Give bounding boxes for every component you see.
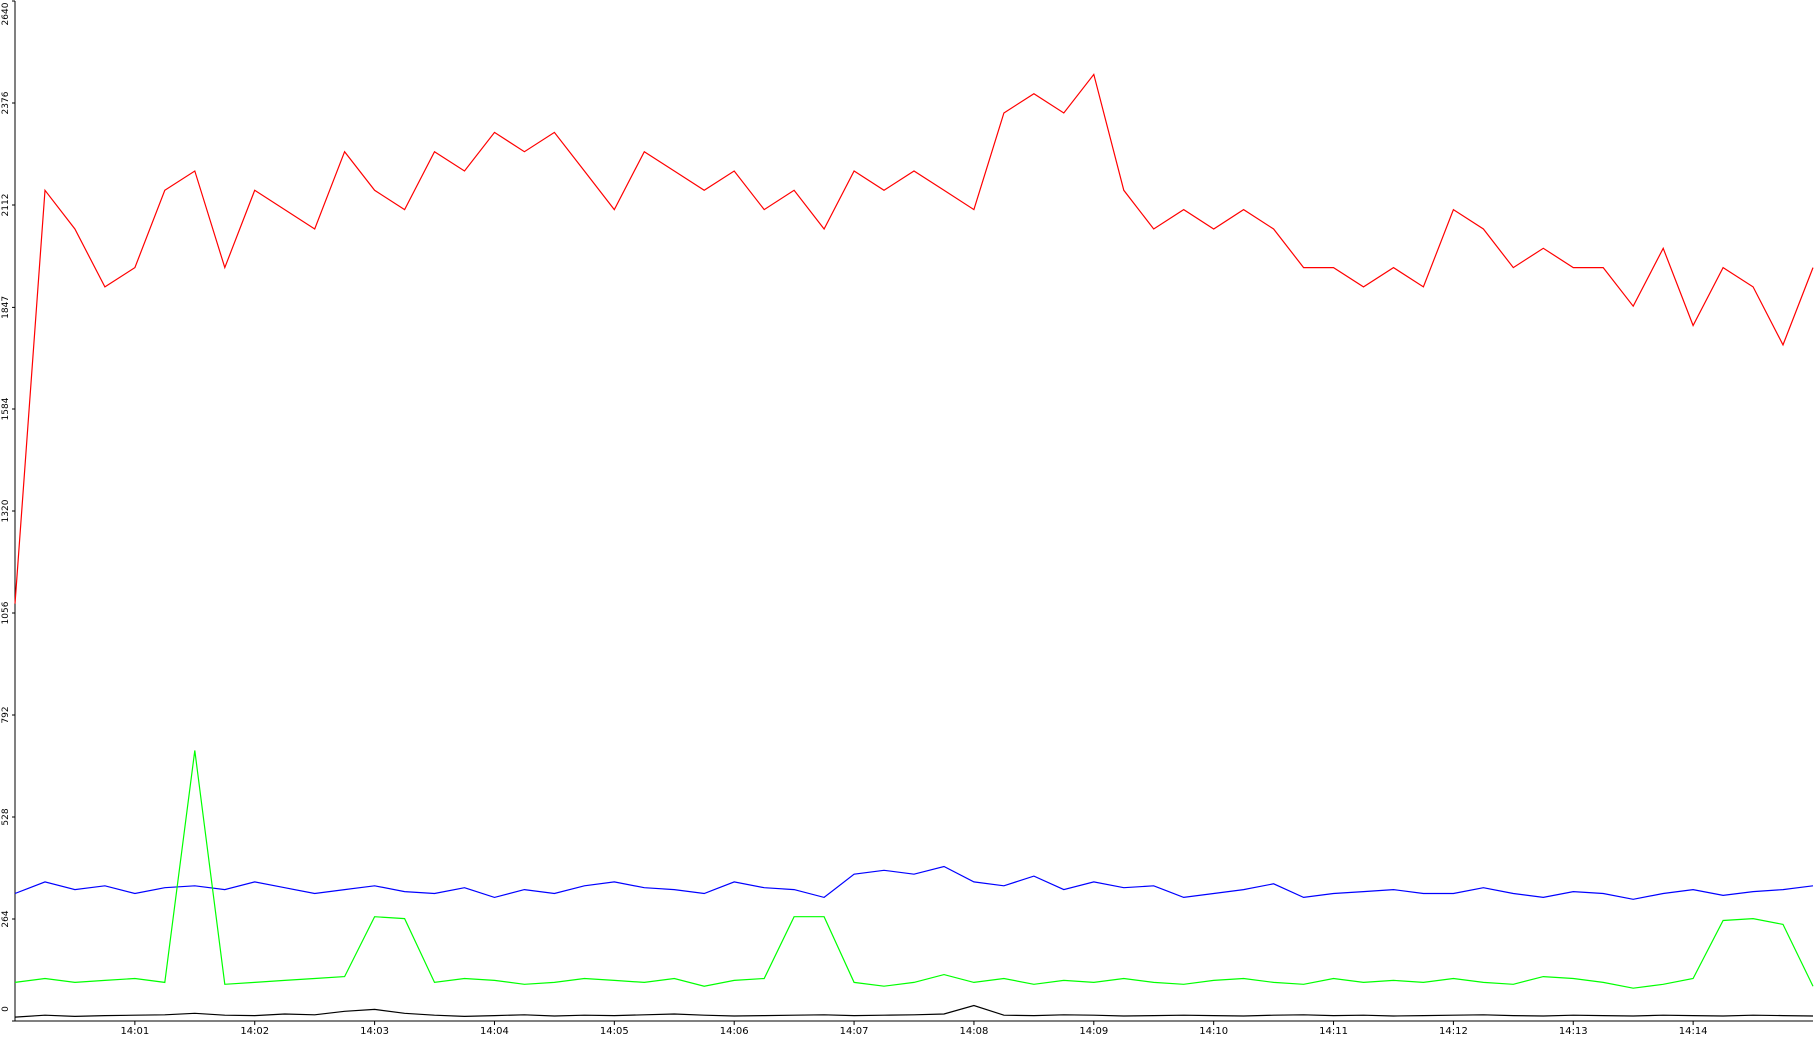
y-tick-label: 1320 (1, 499, 11, 522)
x-tick-label: 14:06 (720, 1026, 749, 1037)
x-tick-label: 14:04 (480, 1026, 509, 1037)
y-tick-label: 264 (1, 910, 11, 927)
x-tick-label: 14:09 (1079, 1026, 1108, 1037)
x-tick-label: 14:10 (1199, 1026, 1228, 1037)
series-line (14, 73, 1814, 604)
y-tick-label: 2376 (1, 91, 11, 114)
series-line (14, 865, 1814, 900)
x-tick-label: 14:07 (840, 1026, 869, 1037)
x-tick-label: 14:13 (1559, 1026, 1588, 1037)
x-tick-label: 14:03 (360, 1026, 389, 1037)
x-tick-label: 14:01 (120, 1026, 149, 1037)
x-tick-label: 14:05 (600, 1026, 629, 1037)
y-tick-label: 1584 (1, 397, 11, 420)
x-tick-label: 14:08 (960, 1026, 989, 1037)
x-tick-label: 14:14 (1679, 1026, 1708, 1037)
x-tick-label: 14:11 (1319, 1026, 1348, 1037)
series-line (14, 750, 1814, 989)
series-line (14, 1004, 1814, 1018)
y-tick-label: 2112 (1, 194, 11, 217)
y-tick-label: 1056 (1, 601, 11, 624)
y-tick-label: 1847 (1, 296, 11, 319)
y-tick-label: 528 (1, 808, 11, 825)
y-tick-label: 792 (1, 706, 11, 723)
x-tick-label: 14:12 (1439, 1026, 1468, 1037)
y-tick-label: 2640 (1, 2, 11, 25)
y-tick-label: 0 (1, 1006, 11, 1012)
x-tick-label: 14:02 (240, 1026, 269, 1037)
